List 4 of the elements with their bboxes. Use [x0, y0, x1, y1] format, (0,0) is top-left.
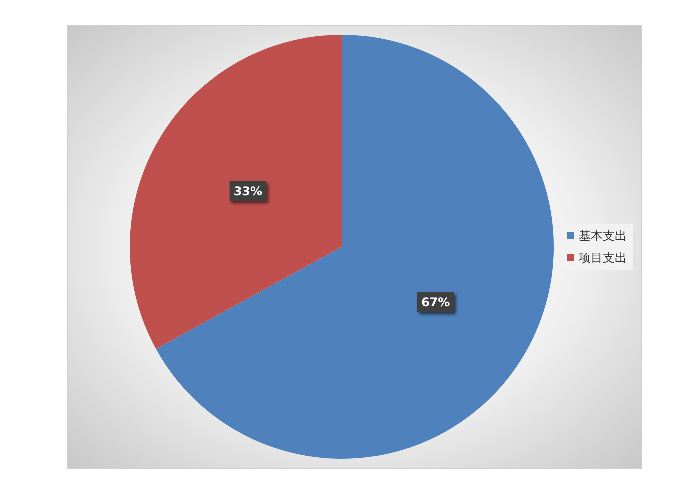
- legend-label: 项目支出: [579, 251, 627, 265]
- data-label: 67%: [421, 295, 450, 310]
- legend-label: 基本支出: [579, 229, 627, 243]
- data-label: 33%: [234, 184, 263, 199]
